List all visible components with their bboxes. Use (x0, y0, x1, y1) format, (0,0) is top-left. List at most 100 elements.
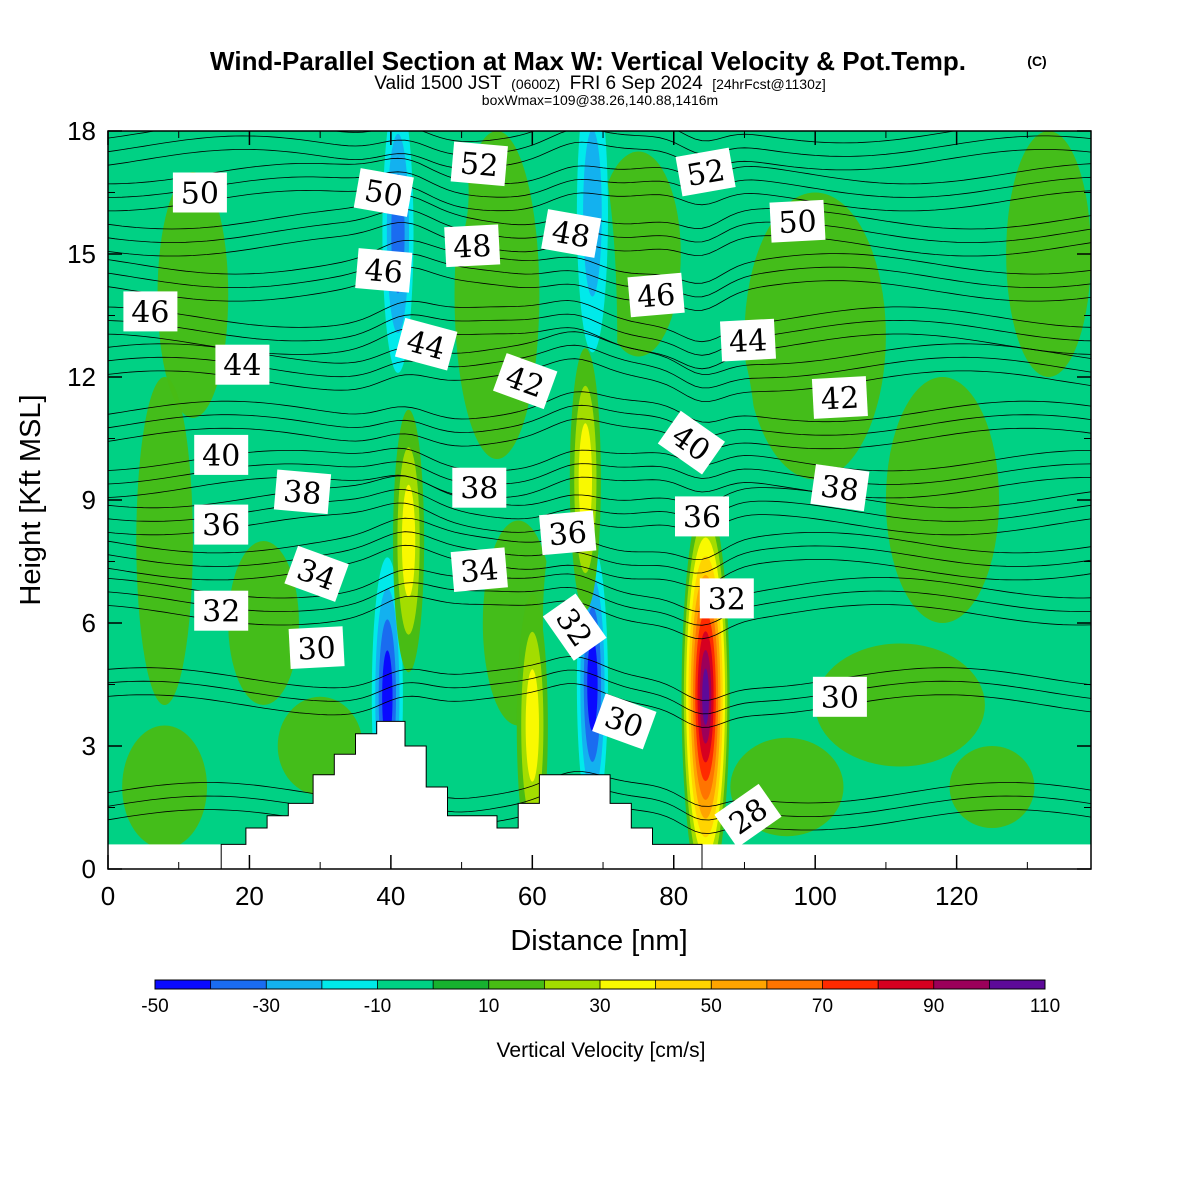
updraft-region (157, 172, 229, 418)
theta-contour-line (108, 358, 1091, 402)
contour-label-text: 34 (459, 552, 500, 590)
theta-contour-line (108, 404, 1091, 437)
contour-label: 36 (675, 496, 729, 537)
contour-label-text: 50 (181, 177, 219, 212)
contour-label-box (675, 147, 736, 197)
y-tick-label: 0 (82, 854, 96, 884)
theta-contour-line (108, 344, 1091, 389)
theta-contour-line (108, 517, 1091, 561)
theta-contour-line (108, 208, 1091, 243)
updraft-region (949, 746, 1035, 828)
contour-label-box (769, 199, 826, 243)
contour-label-box (811, 376, 868, 419)
contour-label: 48 (444, 224, 501, 268)
x-tick-label: 60 (518, 881, 547, 911)
contour-label: 46 (627, 272, 685, 318)
theta-contour-line (108, 568, 1091, 613)
colorbar-tick-label: 10 (478, 996, 499, 1017)
theta-contour-line (108, 391, 1091, 423)
x-tick-label: 0 (101, 881, 115, 911)
theta-contour-line (108, 595, 1091, 640)
theta-contour-line (108, 313, 1091, 356)
contour-label-box (452, 467, 507, 508)
contour-label: 44 (394, 317, 458, 371)
contour-label: 50 (172, 172, 227, 213)
x-tick-label: 100 (793, 881, 836, 911)
contour-label-box (194, 434, 249, 475)
contour-label-box (273, 469, 332, 515)
colorbar-tick-label: 90 (923, 996, 944, 1017)
contour-label-box (450, 141, 508, 187)
contour-label-text: 46 (636, 277, 677, 315)
contour-label-box (288, 626, 345, 669)
contour-label-text: 44 (223, 349, 261, 384)
contour-label-box (123, 291, 178, 332)
colorbar-tick-label: -10 (364, 996, 391, 1017)
valid-time-utc: (0600Z) (511, 76, 560, 92)
theta-contour-line (108, 300, 1091, 343)
colorbar-swatch (321, 980, 378, 989)
updraft-region (815, 643, 985, 767)
theta-contour-line (108, 683, 1091, 728)
y-tick-label: 18 (67, 116, 96, 146)
colorbar-tick-label: 70 (812, 996, 833, 1017)
chart-title: Wind-Parallel Section at Max W: Vertical… (210, 46, 966, 76)
colorbar-swatch (933, 980, 990, 989)
contour-label-box (353, 168, 414, 217)
contour-label: 40 (194, 434, 249, 475)
contour-label-box (812, 676, 867, 717)
contour-label-text: 36 (547, 515, 588, 553)
theta-contour-line (108, 171, 1091, 198)
theta-contours (108, 131, 1091, 834)
contour-label: 34 (284, 545, 349, 602)
y-tick-label: 9 (82, 485, 96, 515)
theta-contour-line (108, 474, 1091, 499)
velocity-field (122, 131, 1091, 869)
theta-contour-line (108, 656, 1091, 701)
contour-label-box (542, 593, 607, 661)
colorbar-swatch (711, 980, 768, 989)
contour-label-text: 48 (549, 214, 593, 255)
contour-label: 42 (811, 376, 868, 419)
colorbar-swatch (878, 980, 935, 989)
colorbar-label: Vertical Velocity [cm/s] (497, 1039, 706, 1062)
colorbar-swatch (544, 980, 601, 989)
colorbar-tick-label: -30 (253, 996, 280, 1017)
theta-contour-line (108, 531, 1091, 574)
contour-label-box (657, 410, 725, 475)
theta-contour-line (108, 266, 1091, 311)
contour-label-text: 50 (778, 204, 818, 241)
colorbar-swatch (655, 980, 712, 989)
contour-label-box (592, 693, 657, 750)
theta-contour-line (108, 131, 957, 144)
x-tick-label: 120 (935, 881, 978, 911)
downdraft-core (587, 638, 598, 731)
contour-label-box (450, 547, 508, 592)
contour-label-box (444, 224, 501, 268)
y-tick-label: 6 (82, 608, 96, 638)
contour-label-box (541, 209, 602, 258)
contour-label-text: 42 (820, 381, 860, 418)
colorbar-swatch (989, 980, 1046, 989)
contour-label-box (284, 545, 349, 602)
contour-label: 44 (215, 344, 270, 385)
theta-contour-line (108, 502, 1091, 536)
contour-label-box (215, 344, 270, 385)
theta-contour-line (108, 184, 1091, 212)
contour-label-text: 52 (684, 153, 728, 194)
contour-label: 44 (719, 318, 777, 362)
contour-label: 38 (810, 464, 870, 512)
theta-contour-line (108, 331, 1091, 375)
theta-contour-line (108, 461, 1091, 485)
theta-contour-line (108, 418, 1091, 450)
contour-label: 38 (452, 467, 507, 508)
colorbar: -50 -30 -10 10 30 50 70 90 110 (141, 979, 1060, 1017)
contour-label: 50 (353, 168, 414, 217)
updraft-region (122, 725, 208, 849)
contour-label: 52 (675, 147, 736, 197)
theta-contour-line (108, 157, 1091, 185)
colorbar-swatch (266, 980, 323, 989)
y-tick-label: 3 (82, 731, 96, 761)
